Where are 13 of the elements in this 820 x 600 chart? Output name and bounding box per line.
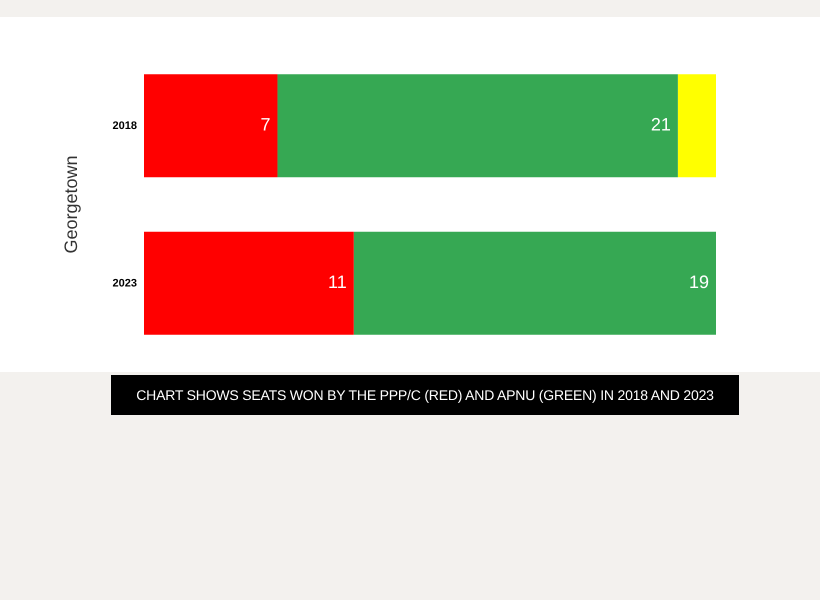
bar (277, 74, 678, 178)
data-label: 11 (328, 272, 347, 292)
y-axis-title: Georgetown (60, 155, 81, 254)
y-tick-label: 2018 (112, 120, 137, 132)
data-label: 19 (688, 272, 709, 292)
y-tick-label: 2023 (112, 277, 137, 290)
bar (144, 232, 354, 335)
data-label: 7 (260, 114, 270, 135)
data-label: 21 (650, 114, 671, 135)
bar (678, 74, 716, 178)
bar (144, 74, 278, 178)
bar (354, 232, 716, 335)
text: CHART SHOWS SEATS WON BY THE PPP/C (RED) AND APNU (GREEN) IN 2018 AND 2023 (111, 375, 739, 415)
